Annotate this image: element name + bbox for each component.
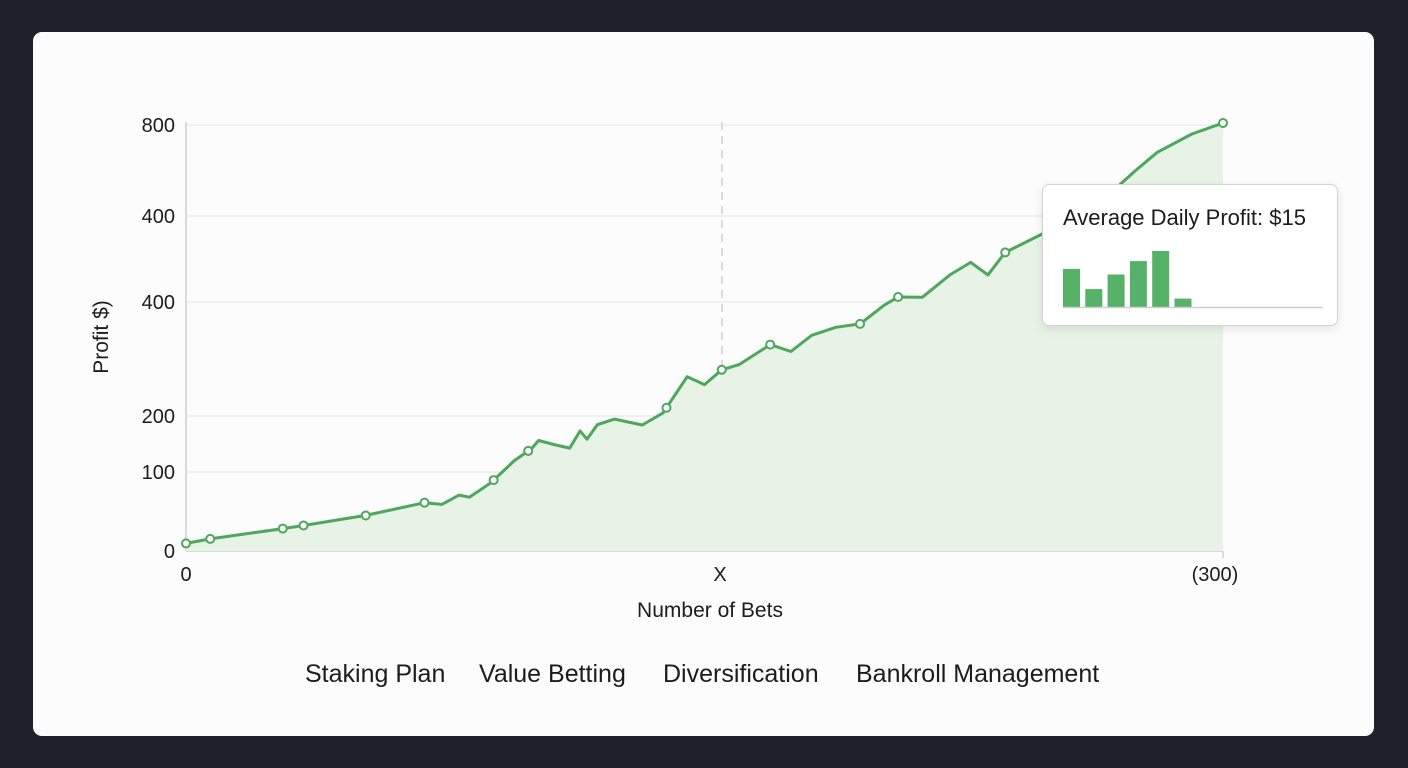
data-point <box>523 445 534 456</box>
data-point <box>893 291 904 302</box>
y-axis-title: Profit $) <box>90 300 113 374</box>
data-point <box>1218 118 1228 128</box>
y-tick-label: 0 <box>164 541 175 563</box>
x-axis-title: Number of Bets <box>637 599 783 622</box>
data-point <box>488 475 499 486</box>
y-tick-label: 400 <box>142 292 175 314</box>
data-point <box>298 520 309 531</box>
tooltip-text: Average Daily Profit: $15 <box>1063 205 1306 230</box>
x-tick-label: 0 <box>180 564 191 586</box>
profit-area-chart: 0 100 200 400 400 800 0 X (300) Number of Bets Pro… <box>90 115 1238 622</box>
strategy-bankroll-management: Bankroll Management <box>856 660 1100 688</box>
data-point <box>661 402 672 413</box>
strategy-diversification: Diversification <box>663 660 819 688</box>
strategy-staking-plan: Staking Plan <box>305 660 446 688</box>
marker-layer <box>181 118 1228 549</box>
data-point <box>765 339 776 350</box>
area-layer <box>185 121 1224 551</box>
data-point <box>205 533 216 544</box>
y-tick-label: 800 <box>142 115 175 137</box>
data-point <box>716 364 727 375</box>
average-profit-tooltip: Average Daily Profit: $15 <box>1042 184 1338 326</box>
tooltip-bar <box>1152 251 1170 307</box>
tooltip-bar <box>1129 261 1147 307</box>
data-point <box>277 523 288 534</box>
data-point <box>1000 247 1011 258</box>
tooltip-bar <box>1063 268 1080 307</box>
profit-line <box>185 121 1224 545</box>
data-point <box>360 510 371 521</box>
profit-area-fill <box>186 123 1223 551</box>
y-tick-label: 400 <box>142 206 175 228</box>
data-point <box>855 318 866 329</box>
chart-card: 0 100 200 400 400 800 0 X (300) Number of Bets Pro… <box>33 32 1374 736</box>
tooltip-bar <box>1174 298 1192 307</box>
x-tick-label: X <box>713 564 726 586</box>
tooltip-bar-chart <box>1063 251 1323 309</box>
x-tick-label: (300) <box>1192 564 1239 586</box>
strategy-value-betting: Value Betting <box>479 660 626 688</box>
tooltip-bar <box>1085 289 1103 307</box>
y-tick-label: 100 <box>142 462 175 484</box>
data-point <box>181 538 191 549</box>
y-tick-label: 200 <box>142 406 175 428</box>
tick-label-layer: 0 100 200 400 400 800 0 X (300) Number of Bets Pro… <box>90 115 1238 622</box>
strategy-list: Staking Plan Value Betting Diversificati… <box>0 660 1408 700</box>
data-point <box>419 497 430 508</box>
tooltip-bar <box>1107 274 1125 307</box>
